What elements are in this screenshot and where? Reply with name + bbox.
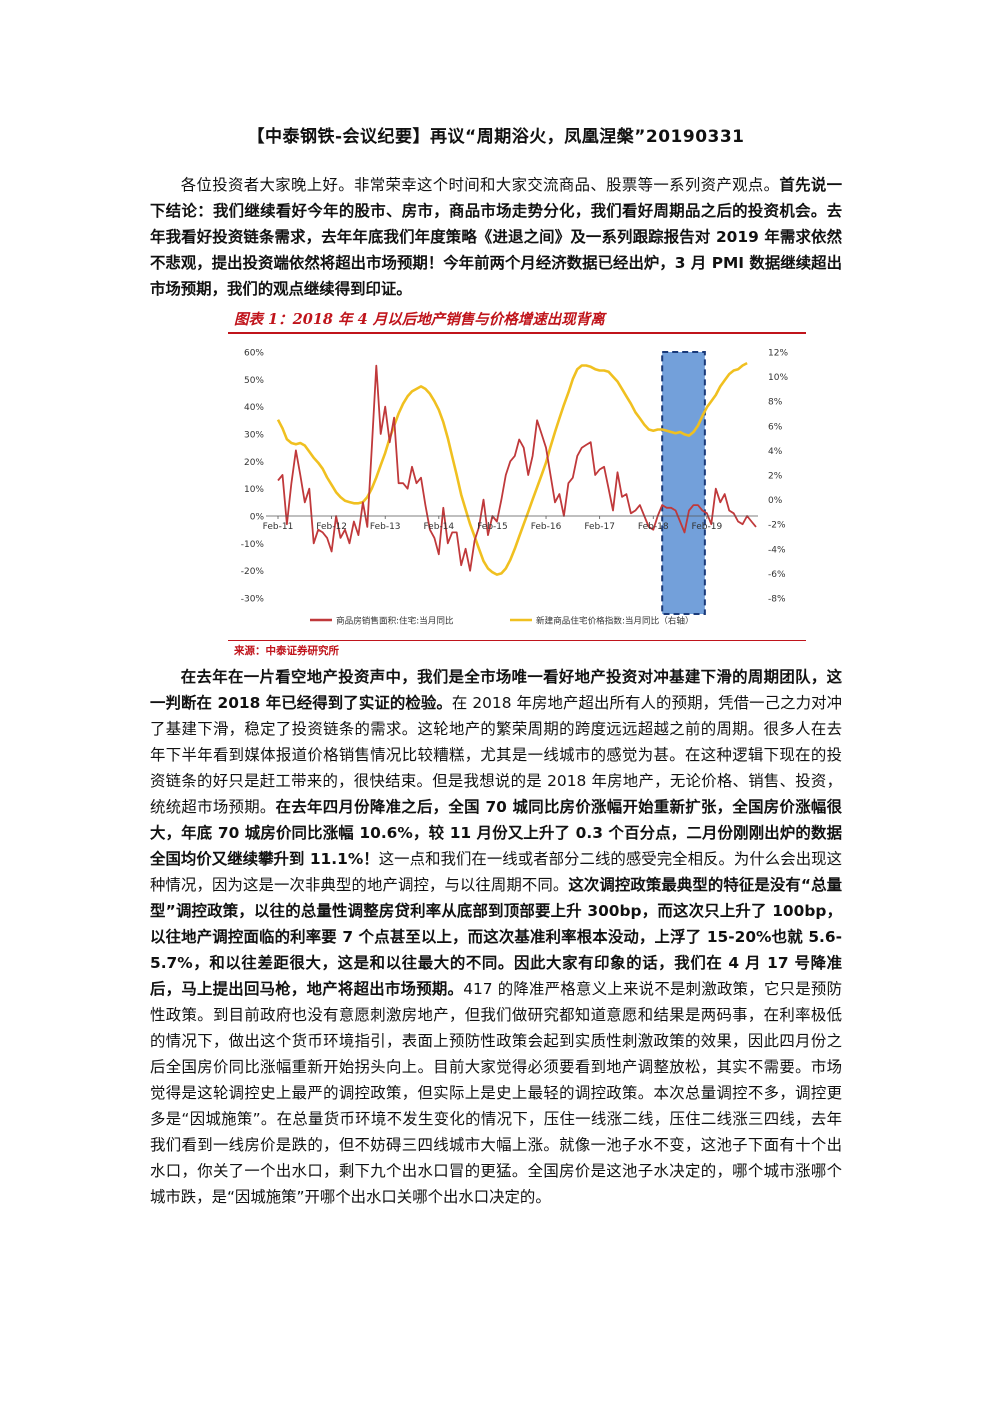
left-tick-label: -10% — [241, 540, 265, 550]
figure-source: 来源：中泰证券研究所 — [228, 640, 806, 662]
highlight-box — [661, 351, 706, 615]
main-sentence-5-bold: 这次调控政策最典型的特征是没有“总量型”调控政策，以往的总量性调整房贷利率从底部… — [150, 876, 842, 998]
x-tick-label: Feb-18 — [638, 522, 669, 532]
right-axis-ticks: 12% 10% 8% 6% 4% 2% 0% -2% -4% -6% -8% — [768, 349, 788, 605]
x-tick-label: Feb-16 — [531, 522, 562, 532]
document-title: 【中泰钢铁-会议纪要】再议“周期浴火，凤凰涅槃”20190331 — [247, 127, 745, 147]
line-chart: 60% 50% 40% 30% 20% 10% 0% -10% -20% -30% 12% 10% 8… — [241, 349, 789, 627]
right-tick-label: 2% — [768, 472, 783, 482]
intro-conclusion-bold: 首先说一下结论：我们继续看好今年的股市、房市，商品市场走势分化，我们看好周期品之… — [150, 176, 842, 298]
left-tick-label: 30% — [244, 431, 264, 441]
left-tick-label: 50% — [244, 376, 264, 386]
legend-label: 商品房销售面积:住宅:当月同比 — [336, 615, 454, 627]
x-tick-label: Feb-13 — [370, 522, 401, 532]
x-tick-label: Feb-17 — [584, 522, 615, 532]
right-tick-label: 0% — [768, 496, 783, 506]
x-tick-label: Feb-12 — [316, 522, 347, 532]
right-tick-label: -8% — [768, 595, 786, 605]
x-tick-label: Feb-19 — [692, 522, 723, 532]
paragraph-main: 在去年在一片看空地产投资声中，我们是全市场唯一看好地产投资对冲基建下滑的周期团队… — [150, 664, 842, 1210]
main-sentence-2: 在 2018 年房地产超出所有人的预期，凭借一己之力对冲了基建下滑，稳定了投资链… — [150, 694, 842, 816]
main-sentence-1-bold: 在去年在一片看空地产投资声中，我们是全市场唯一看好地产投资对冲基建下滑的周期团队… — [150, 668, 842, 712]
left-tick-label: 10% — [244, 485, 264, 495]
x-axis: Feb-11 Feb-12 Feb-13 Feb-14 Feb-15 Feb-16 Feb-… — [263, 515, 758, 532]
price-index-line — [276, 361, 748, 576]
x-tick-label: Feb-15 — [477, 522, 508, 532]
main-sentence-6: 417 的降准严格意义上来说不是刺激政策，它只是预防性政策。到目前政府也没有意愿… — [150, 980, 842, 1206]
left-tick-label: -30% — [241, 595, 265, 605]
figure-1: 图表 1：2018 年 4 月以后地产销售与价格增速出现背离 60% 50% 40%… — [228, 306, 806, 662]
x-tick-label: Feb-11 — [263, 522, 294, 532]
highlight-layer — [661, 351, 706, 615]
left-tick-label: -20% — [241, 567, 265, 577]
left-tick-label: 0% — [250, 513, 265, 523]
left-axis-ticks: 60% 50% 40% 30% 20% 10% 0% -10% -20% -30% — [241, 349, 265, 605]
paragraph-intro: 各位投资者大家晚上好。非常荣幸这个时间和大家交流商品、股票等一系列资产观点。首先… — [150, 172, 842, 302]
right-tick-label: 4% — [768, 447, 783, 457]
right-tick-label: -2% — [768, 521, 786, 531]
right-tick-label: 12% — [768, 349, 788, 359]
chart-legend: 商品房销售面积:住宅:当月同比 新建商品住宅价格指数:当月同比（右轴） — [310, 615, 694, 627]
intro-sentence-1: 各位投资者大家晚上好。非常荣幸这个时间和大家交流商品、股票等一系列资产观点。 — [180, 176, 780, 194]
right-tick-label: 6% — [768, 422, 783, 432]
right-tick-label: -4% — [768, 545, 786, 555]
x-tick-label: Feb-14 — [424, 522, 455, 532]
right-tick-label: 8% — [768, 398, 783, 408]
sales-area-line — [277, 364, 757, 572]
left-tick-label: 60% — [244, 349, 264, 359]
series-lines — [276, 361, 757, 576]
left-tick-label: 20% — [244, 458, 264, 468]
figure-title: 图表 1：2018 年 4 月以后地产销售与价格增速出现背离 — [228, 306, 806, 334]
legend-label: 新建商品住宅价格指数:当月同比（右轴） — [536, 615, 694, 627]
right-tick-label: -6% — [768, 570, 786, 580]
right-tick-label: 10% — [768, 373, 788, 383]
main-sentence-3-bold: 在去年四月份降准之后，全国 70 城同比房价涨幅开始重新扩张，全国房价涨幅很大，… — [150, 798, 842, 868]
main-sentence-4: 这一点和我们在一线或者部分二线的感受完全相反。为什么会出现这种情况，因为这是一次… — [150, 850, 842, 894]
left-tick-label: 40% — [244, 403, 264, 413]
